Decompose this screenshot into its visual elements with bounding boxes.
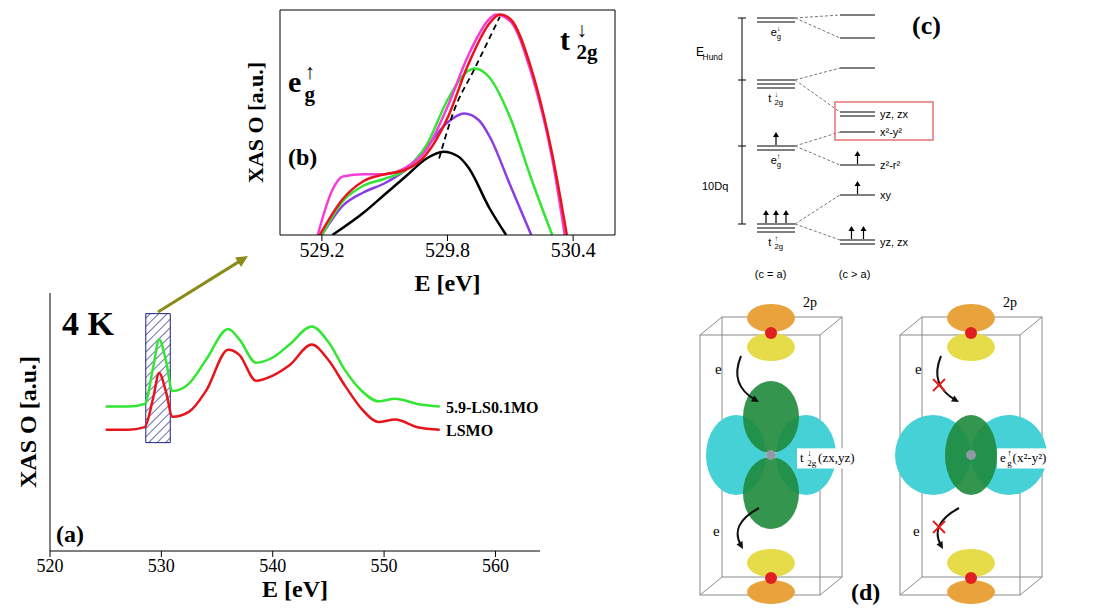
svg-text:520: 520 — [37, 556, 64, 576]
svg-text:z²-r²: z²-r² — [880, 159, 900, 171]
svg-text:EHund: EHund — [696, 45, 723, 62]
svg-text:e: e — [715, 361, 722, 377]
svg-text:530: 530 — [148, 556, 175, 576]
svg-text:(b): (b) — [288, 144, 317, 170]
svg-text:t↓2g: t↓2g — [560, 18, 598, 65]
svg-text:10Dq: 10Dq — [702, 180, 728, 192]
svg-text:LSMO: LSMO — [446, 422, 493, 439]
svg-text:E [eV]: E [eV] — [415, 270, 481, 295]
svg-text:529.8: 529.8 — [425, 239, 470, 261]
svg-text:xy: xy — [880, 189, 892, 201]
svg-text:2p: 2p — [1003, 295, 1017, 310]
svg-text:t↓2g(zx,yz): t↓2g(zx,yz) — [800, 448, 855, 468]
svg-text:(d): (d) — [851, 579, 880, 605]
svg-text:(c = a): (c = a) — [755, 268, 786, 280]
svg-text:yz, zx: yz, zx — [880, 108, 909, 120]
svg-text:x²-y²: x²-y² — [880, 126, 902, 138]
svg-text:560: 560 — [482, 556, 509, 576]
svg-text:e↓g: e↓g — [771, 24, 781, 41]
svg-text:2p: 2p — [803, 295, 817, 310]
svg-text:yz, zx: yz, zx — [880, 236, 909, 248]
svg-text:e: e — [915, 361, 922, 377]
svg-text:t↑2g: t↑2g — [768, 234, 783, 251]
svg-text:e↑g(x²-y²): e↑g(x²-y²) — [1000, 448, 1046, 468]
svg-text:529.2: 529.2 — [299, 239, 344, 261]
svg-text:XAS O [a.u.]: XAS O [a.u.] — [15, 356, 41, 488]
svg-text:(c): (c) — [912, 11, 941, 40]
svg-text:e↑g: e↑g — [771, 152, 781, 169]
svg-text:540: 540 — [259, 556, 286, 576]
svg-text:t↓2g: t↓2g — [768, 90, 783, 107]
svg-text:(c > a): (c > a) — [839, 268, 870, 280]
svg-text:e↑g: e↑g — [288, 60, 316, 107]
svg-text:e: e — [713, 523, 720, 539]
svg-text:XAS O [a.u.]: XAS O [a.u.] — [243, 62, 268, 183]
svg-text:550: 550 — [371, 556, 398, 576]
svg-text:(a): (a) — [56, 521, 84, 547]
svg-text:5.9-LS0.1MO: 5.9-LS0.1MO — [446, 399, 538, 416]
svg-text:e: e — [913, 523, 920, 539]
svg-text:E [eV]: E [eV] — [262, 576, 328, 602]
svg-text:530.4: 530.4 — [551, 239, 596, 261]
svg-text:4 K: 4 K — [62, 305, 115, 342]
